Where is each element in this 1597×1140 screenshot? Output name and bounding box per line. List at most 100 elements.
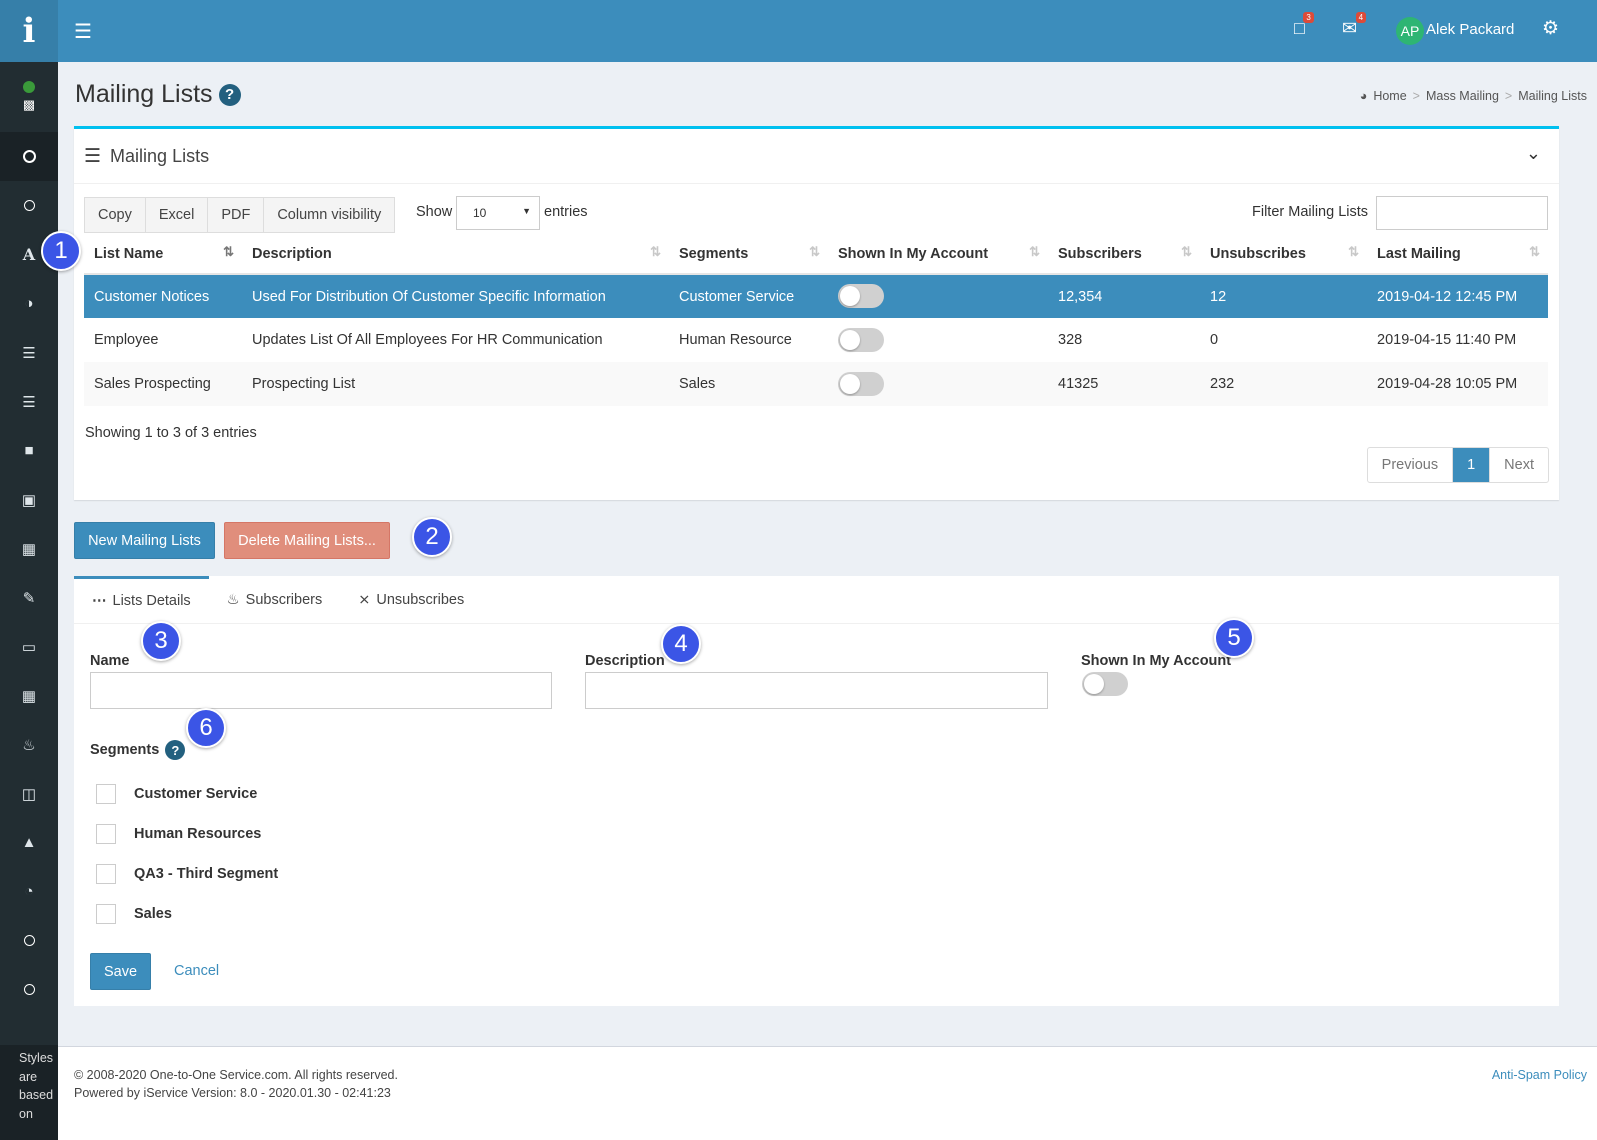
- segments-label-text: Segments: [90, 742, 160, 758]
- annotation-marker-5: 5: [1214, 618, 1254, 658]
- chat-status[interactable]: ▩: [0, 62, 58, 132]
- sidebar-item-circle-1[interactable]: [0, 132, 58, 181]
- column-label: Shown In My Account: [838, 245, 989, 262]
- sort-icon: ⇅: [1029, 244, 1040, 259]
- sidebar-note-line: on: [19, 1106, 33, 1121]
- table-row[interactable]: Sales Prospecting Prospecting List Sales…: [84, 362, 1548, 406]
- settings-gears-icon[interactable]: ⚙: [1542, 18, 1560, 39]
- column-visibility-button[interactable]: Column visibility: [277, 207, 382, 223]
- segments-label: Segments ?: [90, 740, 186, 760]
- filter-input[interactable]: [1376, 196, 1548, 230]
- column-header-segments[interactable]: Segments ⇅: [669, 234, 828, 275]
- export-button-group: Copy Excel PDF Column visibility: [84, 197, 396, 233]
- sidebar-item-desktop[interactable]: ▭: [0, 622, 58, 671]
- shown-toggle[interactable]: [838, 284, 884, 308]
- segment-option[interactable]: QA3 - Third Segment: [96, 864, 278, 884]
- user-avatar[interactable]: AP: [1396, 17, 1424, 45]
- copy-button[interactable]: Copy: [85, 198, 146, 232]
- delete-mailing-lists-button[interactable]: Delete Mailing Lists...: [224, 522, 390, 559]
- sidebar-item-image[interactable]: ▣: [0, 475, 58, 524]
- mail-notifications[interactable]: ✉ 4: [1342, 12, 1367, 39]
- page-length-select[interactable]: 10 ▼: [456, 196, 540, 230]
- sidebar-item-circle-2[interactable]: [0, 181, 58, 230]
- sidebar-item-grid[interactable]: ▦: [0, 671, 58, 720]
- show-label: Show: [416, 204, 453, 220]
- new-mailing-lists-button[interactable]: New Mailing Lists: [74, 522, 215, 559]
- sort-icon: ⇅: [650, 244, 661, 259]
- tree-icon: ▲: [21, 834, 37, 851]
- comment-icon: □: [1294, 18, 1305, 38]
- page-1-button[interactable]: 1: [1453, 448, 1491, 482]
- column-header-subscribers[interactable]: Subscribers ⇅: [1048, 234, 1200, 275]
- segment-checkbox[interactable]: [96, 824, 116, 844]
- sort-icon: ⇅: [809, 244, 820, 259]
- previous-page-button[interactable]: Previous: [1368, 448, 1454, 482]
- user-name[interactable]: Alek Packard: [1426, 21, 1515, 38]
- anti-spam-policy-link[interactable]: Anti-Spam Policy: [1491, 1068, 1587, 1082]
- sidebar-toggle-icon[interactable]: ☰: [74, 21, 92, 43]
- sidebar-item-circle-4[interactable]: [0, 965, 58, 1014]
- column-header-last-mailing[interactable]: Last Mailing ⇅: [1367, 234, 1548, 275]
- column-header-unsubscribes[interactable]: Unsubscribes ⇅: [1200, 234, 1367, 275]
- page-length-value: 10: [473, 206, 487, 220]
- cancel-link[interactable]: Cancel: [174, 963, 220, 979]
- segment-checkbox[interactable]: [96, 784, 116, 804]
- help-icon[interactable]: ?: [218, 83, 241, 106]
- shown-in-account-toggle[interactable]: [1082, 672, 1128, 696]
- tab-subscribers[interactable]: ♨ Subscribers: [209, 576, 341, 623]
- sidebar-item-circle-3[interactable]: [0, 916, 58, 965]
- segment-option[interactable]: Customer Service: [96, 784, 257, 804]
- bars-icon: ☰: [22, 344, 36, 362]
- sidebar-item-table[interactable]: ▦: [0, 524, 58, 573]
- chevron-down-icon[interactable]: ⌄: [1525, 143, 1541, 163]
- description-input[interactable]: [585, 672, 1048, 709]
- excel-button[interactable]: Excel: [146, 198, 209, 232]
- sidebar-item-book[interactable]: ◫: [0, 769, 58, 818]
- name-input[interactable]: [90, 672, 552, 709]
- sidebar-item-list[interactable]: ☰: [0, 377, 58, 426]
- shown-toggle[interactable]: [838, 327, 884, 352]
- cell-description: Used For Distribution Of Customer Specif…: [242, 274, 669, 318]
- save-button[interactable]: Save: [90, 953, 151, 990]
- table-row[interactable]: Employee Updates List Of All Employees F…: [84, 318, 1548, 362]
- circle-icon: [23, 200, 35, 211]
- table-icon: ▦: [21, 540, 37, 558]
- sidebar-item-square[interactable]: ■: [0, 426, 58, 475]
- segment-checkbox[interactable]: [96, 904, 116, 924]
- sidebar-item-menu[interactable]: ☰: [0, 328, 58, 377]
- table-row[interactable]: Customer Notices Used For Distribution O…: [84, 274, 1548, 318]
- shown-toggle[interactable]: [838, 371, 884, 396]
- segment-option[interactable]: Human Resources: [96, 824, 261, 844]
- sidebar-item-edit[interactable]: ✎: [0, 573, 58, 622]
- segment-checkbox[interactable]: [96, 864, 116, 884]
- sidebar-item-contrast[interactable]: ◑: [0, 279, 58, 328]
- pdf-button[interactable]: PDF: [208, 198, 265, 232]
- mail-count-badge: 4: [1355, 12, 1367, 23]
- column-header-list-name[interactable]: List Name ⇅: [84, 234, 242, 275]
- cell-shown: [828, 318, 1048, 362]
- breadcrumb-home[interactable]: Home: [1373, 89, 1407, 103]
- next-page-button[interactable]: Next: [1504, 457, 1534, 473]
- image-icon: ▣: [21, 491, 37, 509]
- sidebar-item-font[interactable]: A: [0, 230, 58, 279]
- sidebar-item-tree[interactable]: ▲: [0, 818, 58, 867]
- segment-option[interactable]: Sales: [96, 904, 172, 924]
- font-icon: A: [22, 245, 36, 264]
- desktop-icon: ▭: [21, 638, 37, 656]
- help-icon[interactable]: ?: [165, 740, 186, 760]
- cell-segments: Customer Service: [669, 274, 828, 318]
- segment-label: QA3 - Third Segment: [134, 866, 279, 882]
- column-header-description[interactable]: Description ⇅: [242, 234, 669, 275]
- tab-unsubscribes[interactable]: ⨯ Unsubscribes: [340, 576, 482, 623]
- chat-notifications[interactable]: □ 3: [1294, 12, 1314, 39]
- bell-slash-icon: ⨯: [358, 591, 371, 608]
- cell-list-name: Customer Notices: [84, 274, 242, 318]
- column-header-shown[interactable]: Shown In My Account ⇅: [828, 234, 1048, 275]
- sort-asc-icon: ⇅: [223, 244, 234, 259]
- sidebar-item-bell[interactable]: ♨: [0, 720, 58, 769]
- tab-lists-details[interactable]: ⋯ Lists Details: [74, 576, 209, 623]
- app-logo[interactable]: i: [0, 0, 58, 62]
- cell-list-name: Sales Prospecting: [84, 362, 242, 406]
- sidebar-item-chart[interactable]: ◔: [0, 867, 58, 916]
- breadcrumb-mass-mailing[interactable]: Mass Mailing: [1425, 89, 1499, 103]
